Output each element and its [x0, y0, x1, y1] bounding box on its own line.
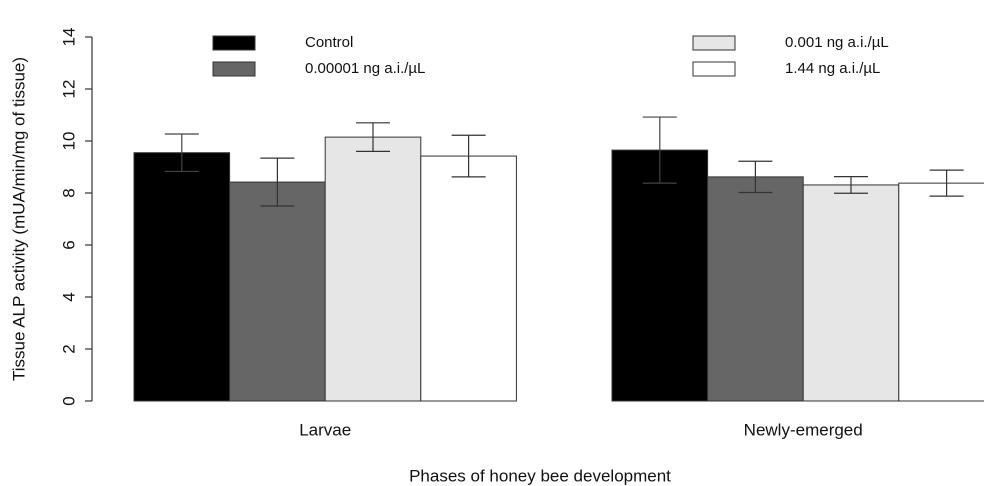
y-axis-label: Tissue ALP activity (mUA/min/mg of tissu…: [9, 57, 28, 381]
error-bar: [451, 134, 486, 178]
bar: [229, 181, 326, 402]
x-tick-label: Newly-emerged: [744, 420, 863, 439]
error-bar: [642, 116, 677, 184]
legend-swatch: [692, 35, 736, 51]
bar: [324, 136, 422, 402]
x-axis-label: Phases of honey bee development: [409, 466, 671, 485]
bar: [611, 149, 709, 402]
y-tick-label: 10: [59, 132, 78, 151]
legend-swatch: [212, 61, 256, 77]
y-tick-label: 2: [59, 344, 78, 353]
bar: [898, 182, 984, 402]
y-tick-label: 4: [59, 292, 78, 301]
legend-label: 0.001 ng a.i./µL: [785, 34, 889, 51]
y-tick-label: 14: [59, 28, 78, 47]
legend-swatch: [692, 61, 736, 77]
legend-label: 1.44 ng a.i./µL: [785, 60, 880, 77]
legend-swatch: [212, 35, 256, 51]
error-bar: [738, 160, 773, 194]
bar: [133, 152, 231, 402]
error-bar: [929, 169, 964, 197]
bar: [802, 184, 900, 402]
error-bar: [834, 176, 868, 194]
y-tick-label: 8: [59, 188, 78, 197]
bar: [420, 155, 517, 402]
legend-label: Control: [305, 34, 353, 51]
error-bar: [164, 133, 199, 173]
x-tick-label: Larvae: [299, 420, 351, 439]
y-tick-label: 12: [59, 80, 78, 99]
legend-label: 0.00001 ng a.i./µL: [305, 60, 425, 77]
y-tick-label: 6: [59, 240, 78, 249]
y-tick-label: 0: [59, 396, 78, 405]
error-bar: [356, 122, 390, 152]
error-bar: [260, 157, 295, 207]
bar: [707, 176, 804, 402]
